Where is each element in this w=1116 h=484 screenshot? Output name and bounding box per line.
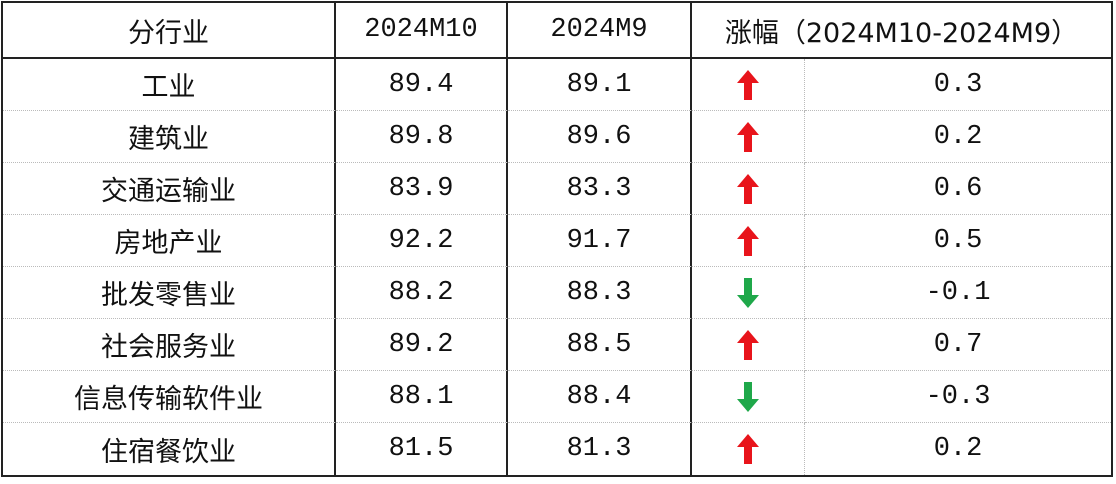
change-cell: 0.2 xyxy=(805,111,1111,163)
header-cell: 分行业 xyxy=(3,3,336,59)
row-label: 房地产业 xyxy=(3,215,336,267)
row-label: 建筑业 xyxy=(3,111,336,163)
row-label: 交通运输业 xyxy=(3,163,336,215)
row-label: 信息传输软件业 xyxy=(3,371,336,423)
value-cell: 81.5 xyxy=(336,423,508,475)
change-cell: 0.3 xyxy=(805,59,1111,111)
value-cell: 88.3 xyxy=(508,267,692,319)
up-arrow xyxy=(737,173,759,204)
value-cell: 83.3 xyxy=(508,163,692,215)
value-cell: 89.2 xyxy=(336,319,508,371)
row-label: 批发零售业 xyxy=(3,267,336,319)
change-cell: -0.3 xyxy=(805,371,1111,423)
change-cell: 0.2 xyxy=(933,434,983,464)
value-cell: 89.8 xyxy=(336,111,508,163)
value-cell: 81.3 xyxy=(508,423,692,475)
arrow-cell xyxy=(692,319,805,371)
value-cell: 89.1 xyxy=(508,59,692,111)
row-label: 社会服务业 xyxy=(3,319,336,371)
up-arrow xyxy=(737,434,759,464)
down-arrow xyxy=(737,277,759,308)
header-cell: 2024M10 xyxy=(336,3,508,59)
up-arrow xyxy=(737,69,759,100)
change-cell: 0.5 xyxy=(805,215,1111,267)
value-cell: 83.9 xyxy=(336,163,508,215)
up-arrow xyxy=(737,121,759,152)
table: 分行业 2024M10 2024M9 涨幅（2024M10-2024M9） 工业 89.4… xyxy=(1,1,1113,477)
row-label: 工业 xyxy=(3,59,336,111)
value-cell: 91.7 xyxy=(508,215,692,267)
arrow-cell xyxy=(692,111,805,163)
change-cell: 0.7 xyxy=(805,319,1111,371)
value-cell: 89.4 xyxy=(336,59,508,111)
arrow-cell xyxy=(692,371,805,423)
arrow-cell xyxy=(692,267,805,319)
arrow-cell xyxy=(692,163,805,215)
row-label: 住宿餐饮业 xyxy=(3,423,336,475)
value-cell: 88.5 xyxy=(508,319,692,371)
up-arrow xyxy=(737,225,759,256)
value-cell: 88.1 xyxy=(336,371,508,423)
value-cell: 88.4 xyxy=(508,371,692,423)
value-cell: 88.2 xyxy=(336,267,508,319)
header-cell: 涨幅（2024M10-2024M9） xyxy=(692,3,1111,59)
value-cell: 89.6 xyxy=(508,111,692,163)
arrow-cell xyxy=(692,423,805,475)
arrow-cell xyxy=(692,215,805,267)
value-cell: 92.2 xyxy=(336,215,508,267)
arrow-cell xyxy=(692,59,805,111)
up-arrow xyxy=(737,329,759,360)
change-cell: 0.6 xyxy=(805,163,1111,215)
down-arrow xyxy=(737,381,759,412)
header-cell: 2024M9 xyxy=(508,3,692,59)
change-cell: -0.1 xyxy=(805,267,1111,319)
